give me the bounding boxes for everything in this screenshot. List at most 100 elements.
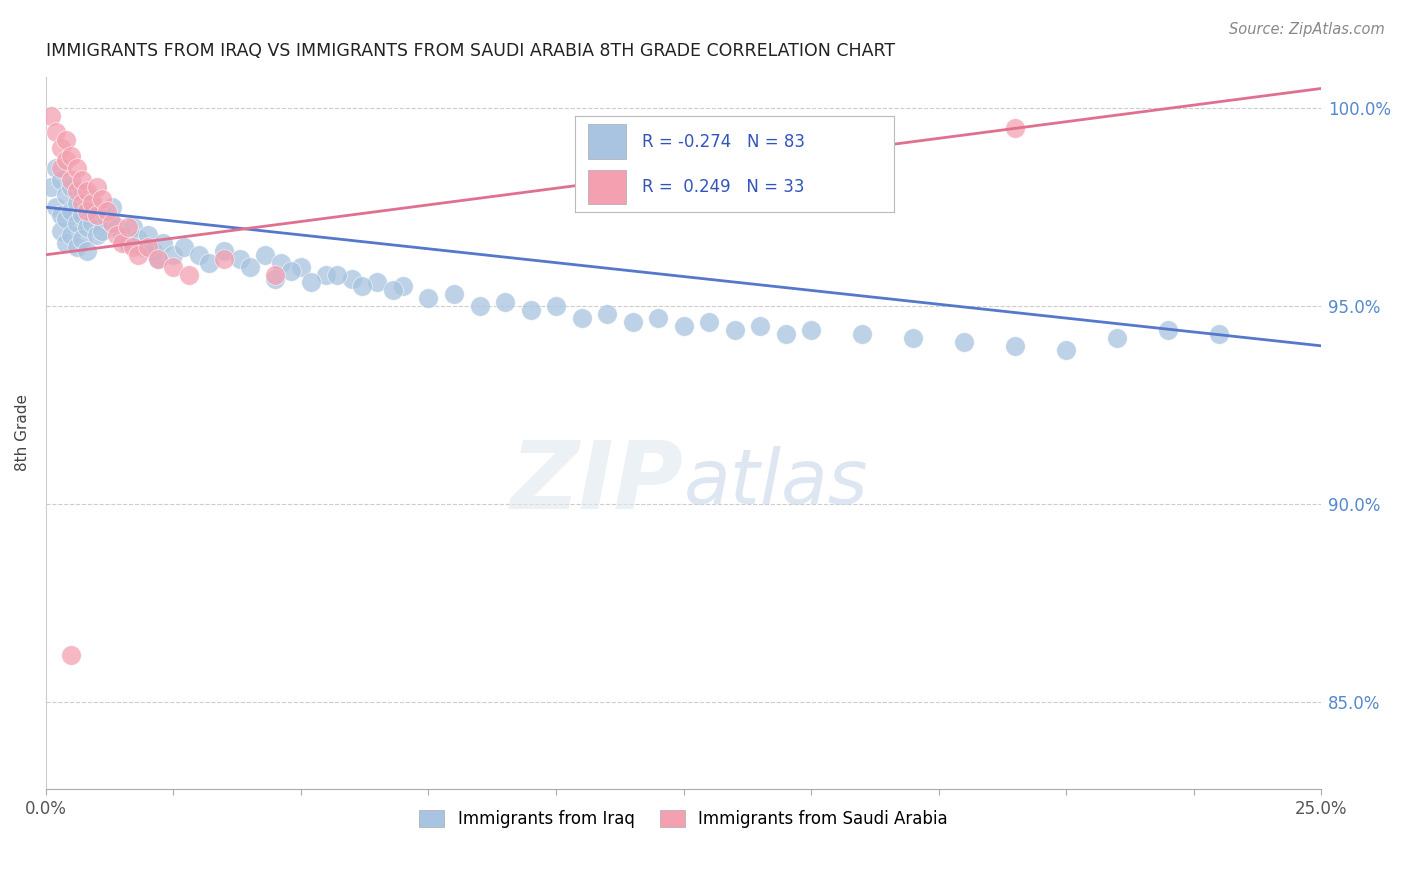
Immigrants from Iraq xyxy=(392,279,415,293)
Immigrants from Saudi Arabia xyxy=(70,172,93,186)
Immigrants from Saudi Arabia xyxy=(148,252,170,266)
Immigrants from Saudi Arabia xyxy=(91,192,114,206)
Immigrants from Saudi Arabia xyxy=(39,109,62,123)
Immigrants from Iraq xyxy=(953,334,976,349)
Immigrants from Iraq xyxy=(55,235,77,250)
Immigrants from Iraq xyxy=(96,212,118,227)
Immigrants from Iraq xyxy=(315,268,337,282)
Immigrants from Iraq xyxy=(264,271,287,285)
Immigrants from Iraq xyxy=(80,192,103,206)
Immigrants from Iraq xyxy=(162,248,184,262)
Immigrants from Iraq xyxy=(280,263,302,277)
Immigrants from Iraq xyxy=(86,227,108,242)
Immigrants from Iraq xyxy=(494,295,516,310)
Immigrants from Iraq xyxy=(621,315,644,329)
Immigrants from Iraq xyxy=(270,255,292,269)
Immigrants from Iraq xyxy=(51,224,73,238)
Immigrants from Iraq xyxy=(55,188,77,202)
Immigrants from Iraq xyxy=(519,303,541,318)
Immigrants from Iraq xyxy=(254,248,277,262)
Immigrants from Saudi Arabia xyxy=(162,260,184,274)
Immigrants from Iraq xyxy=(1157,323,1180,337)
Y-axis label: 8th Grade: 8th Grade xyxy=(15,394,30,471)
Immigrants from Iraq xyxy=(239,260,262,274)
Immigrants from Saudi Arabia xyxy=(65,185,87,199)
Immigrants from Saudi Arabia xyxy=(1004,121,1026,136)
Immigrants from Saudi Arabia xyxy=(264,268,287,282)
Immigrants from Iraq xyxy=(80,216,103,230)
Immigrants from Iraq xyxy=(70,208,93,222)
Immigrants from Saudi Arabia xyxy=(51,141,73,155)
Immigrants from Iraq xyxy=(1208,326,1230,341)
Immigrants from Iraq xyxy=(70,185,93,199)
Immigrants from Iraq xyxy=(65,196,87,211)
Legend: Immigrants from Iraq, Immigrants from Saudi Arabia: Immigrants from Iraq, Immigrants from Sa… xyxy=(413,803,955,834)
Immigrants from Iraq xyxy=(60,180,83,194)
Immigrants from Iraq xyxy=(299,276,322,290)
Immigrants from Iraq xyxy=(325,268,347,282)
Immigrants from Iraq xyxy=(65,216,87,230)
Immigrants from Iraq xyxy=(148,252,170,266)
Immigrants from Iraq xyxy=(91,224,114,238)
Immigrants from Iraq xyxy=(340,271,363,285)
Text: Source: ZipAtlas.com: Source: ZipAtlas.com xyxy=(1229,22,1385,37)
Immigrants from Saudi Arabia xyxy=(65,161,87,175)
Immigrants from Iraq xyxy=(76,244,98,258)
Immigrants from Iraq xyxy=(1004,339,1026,353)
Immigrants from Saudi Arabia xyxy=(60,172,83,186)
Immigrants from Iraq xyxy=(39,180,62,194)
Immigrants from Saudi Arabia xyxy=(101,216,124,230)
Immigrants from Iraq xyxy=(468,299,491,313)
Immigrants from Saudi Arabia xyxy=(177,268,200,282)
Immigrants from Saudi Arabia xyxy=(127,248,149,262)
Immigrants from Iraq xyxy=(352,279,374,293)
Immigrants from Saudi Arabia xyxy=(136,240,159,254)
Immigrants from Iraq xyxy=(45,161,67,175)
Text: ZIP: ZIP xyxy=(510,437,683,529)
Immigrants from Saudi Arabia xyxy=(55,153,77,167)
Immigrants from Iraq xyxy=(121,220,143,235)
Immigrants from Saudi Arabia xyxy=(60,149,83,163)
Immigrants from Saudi Arabia xyxy=(86,180,108,194)
Immigrants from Iraq xyxy=(214,244,236,258)
Immigrants from Iraq xyxy=(76,200,98,214)
Immigrants from Saudi Arabia xyxy=(70,196,93,211)
Immigrants from Iraq xyxy=(55,212,77,227)
Immigrants from Iraq xyxy=(381,284,404,298)
Immigrants from Iraq xyxy=(443,287,465,301)
Immigrants from Iraq xyxy=(111,227,134,242)
Immigrants from Iraq xyxy=(105,220,128,235)
Immigrants from Saudi Arabia xyxy=(117,220,139,235)
Immigrants from Iraq xyxy=(198,255,221,269)
Immigrants from Saudi Arabia xyxy=(60,648,83,662)
Immigrants from Iraq xyxy=(173,240,195,254)
Immigrants from Iraq xyxy=(86,208,108,222)
Immigrants from Iraq xyxy=(723,323,745,337)
Immigrants from Iraq xyxy=(51,172,73,186)
Immigrants from Iraq xyxy=(132,240,155,254)
Immigrants from Iraq xyxy=(596,307,619,321)
Immigrants from Iraq xyxy=(851,326,873,341)
Immigrants from Saudi Arabia xyxy=(51,161,73,175)
Immigrants from Iraq xyxy=(70,232,93,246)
Immigrants from Iraq xyxy=(672,318,695,333)
Immigrants from Iraq xyxy=(366,276,388,290)
Immigrants from Iraq xyxy=(418,291,440,305)
Immigrants from Saudi Arabia xyxy=(111,235,134,250)
Immigrants from Iraq xyxy=(45,200,67,214)
Immigrants from Saudi Arabia xyxy=(76,185,98,199)
Immigrants from Iraq xyxy=(290,260,312,274)
Immigrants from Iraq xyxy=(697,315,720,329)
Immigrants from Iraq xyxy=(800,323,823,337)
Immigrants from Saudi Arabia xyxy=(45,125,67,139)
Immigrants from Saudi Arabia xyxy=(80,196,103,211)
Immigrants from Iraq xyxy=(901,331,924,345)
Immigrants from Iraq xyxy=(127,232,149,246)
Immigrants from Iraq xyxy=(152,235,174,250)
Immigrants from Iraq xyxy=(76,220,98,235)
Immigrants from Saudi Arabia xyxy=(121,240,143,254)
Immigrants from Iraq xyxy=(60,227,83,242)
Immigrants from Iraq xyxy=(142,244,165,258)
Immigrants from Iraq xyxy=(749,318,772,333)
Immigrants from Saudi Arabia xyxy=(96,204,118,219)
